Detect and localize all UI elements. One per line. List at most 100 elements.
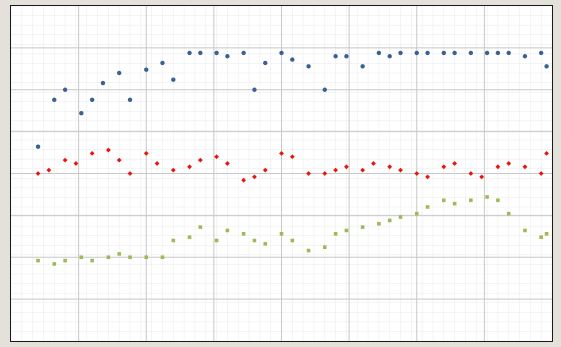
data-point bbox=[485, 195, 489, 199]
series-1 bbox=[35, 50, 549, 149]
data-point bbox=[290, 57, 295, 62]
data-point bbox=[398, 50, 403, 56]
data-point bbox=[344, 164, 349, 170]
data-point bbox=[468, 171, 474, 176]
data-point bbox=[333, 54, 338, 59]
major-gridlines bbox=[11, 6, 552, 341]
data-point bbox=[484, 50, 490, 56]
data-point bbox=[63, 258, 67, 263]
data-point bbox=[290, 238, 295, 243]
data-point bbox=[442, 198, 446, 203]
data-point bbox=[539, 235, 543, 239]
data-point bbox=[544, 232, 549, 236]
data-point bbox=[398, 167, 403, 173]
data-point bbox=[154, 161, 160, 166]
data-point bbox=[544, 64, 549, 69]
data-point bbox=[425, 174, 430, 180]
data-point bbox=[522, 164, 528, 170]
data-point bbox=[214, 50, 219, 56]
data-point bbox=[495, 50, 501, 56]
data-point bbox=[371, 161, 376, 166]
data-point bbox=[117, 252, 121, 256]
data-point bbox=[414, 211, 419, 216]
data-point bbox=[496, 198, 500, 203]
data-point bbox=[468, 50, 474, 56]
data-point bbox=[214, 238, 219, 243]
data-point bbox=[170, 167, 176, 173]
data-point bbox=[414, 171, 420, 176]
data-point bbox=[106, 255, 111, 260]
data-point bbox=[322, 171, 328, 176]
data-point bbox=[289, 154, 295, 160]
data-point bbox=[387, 164, 393, 170]
data-point bbox=[116, 157, 122, 163]
data-point bbox=[197, 157, 203, 163]
data-point bbox=[198, 225, 203, 229]
data-point bbox=[144, 255, 149, 260]
data-point bbox=[52, 262, 57, 266]
data-point bbox=[252, 87, 257, 92]
data-point bbox=[262, 167, 268, 173]
data-point bbox=[263, 242, 268, 246]
data-point bbox=[441, 164, 447, 170]
data-point bbox=[144, 67, 149, 72]
data-point bbox=[279, 50, 284, 56]
data-point bbox=[89, 151, 95, 156]
data-point bbox=[252, 238, 257, 243]
data-point bbox=[35, 144, 41, 149]
data-point bbox=[479, 174, 485, 180]
data-point bbox=[100, 80, 106, 86]
data-point bbox=[79, 111, 84, 116]
data-point bbox=[117, 70, 122, 76]
data-point bbox=[506, 161, 512, 166]
data-point bbox=[214, 154, 219, 160]
data-point bbox=[398, 215, 403, 219]
data-point bbox=[414, 50, 419, 56]
data-point bbox=[377, 221, 381, 226]
data-point bbox=[241, 232, 246, 236]
data-point bbox=[333, 167, 338, 173]
data-point bbox=[522, 54, 528, 59]
data-point bbox=[89, 97, 95, 103]
data-point bbox=[538, 50, 544, 56]
data-point bbox=[441, 50, 446, 56]
data-point bbox=[322, 87, 327, 92]
data-point bbox=[160, 255, 165, 260]
data-point bbox=[544, 151, 549, 156]
data-point bbox=[46, 167, 52, 173]
data-point bbox=[344, 228, 349, 233]
data-point bbox=[263, 60, 268, 66]
data-point bbox=[360, 225, 365, 229]
data-point bbox=[90, 258, 94, 263]
data-point bbox=[333, 232, 338, 236]
data-point bbox=[469, 198, 473, 203]
data-point bbox=[360, 64, 365, 69]
data-point bbox=[79, 255, 84, 260]
data-point bbox=[62, 87, 68, 92]
data-point bbox=[279, 232, 284, 236]
data-point bbox=[62, 157, 68, 163]
data-point bbox=[344, 54, 349, 59]
data-point bbox=[506, 211, 511, 216]
data-point bbox=[187, 235, 192, 239]
data-point bbox=[73, 161, 79, 166]
data-point bbox=[279, 151, 284, 156]
data-point bbox=[225, 54, 230, 59]
data-point bbox=[538, 171, 544, 176]
data-point bbox=[187, 164, 192, 170]
data-point bbox=[160, 60, 165, 66]
data-point bbox=[306, 171, 311, 176]
data-point bbox=[425, 205, 430, 209]
data-point bbox=[187, 50, 192, 56]
data-point bbox=[36, 258, 40, 263]
data-point bbox=[360, 167, 366, 173]
data-point bbox=[171, 238, 176, 243]
data-point bbox=[127, 97, 133, 103]
data-point bbox=[495, 164, 501, 170]
data-point bbox=[376, 50, 382, 56]
scatter-plot bbox=[11, 6, 552, 341]
data-point bbox=[127, 171, 133, 176]
data-point bbox=[52, 97, 57, 103]
data-point bbox=[306, 248, 311, 253]
data-point bbox=[306, 64, 311, 69]
